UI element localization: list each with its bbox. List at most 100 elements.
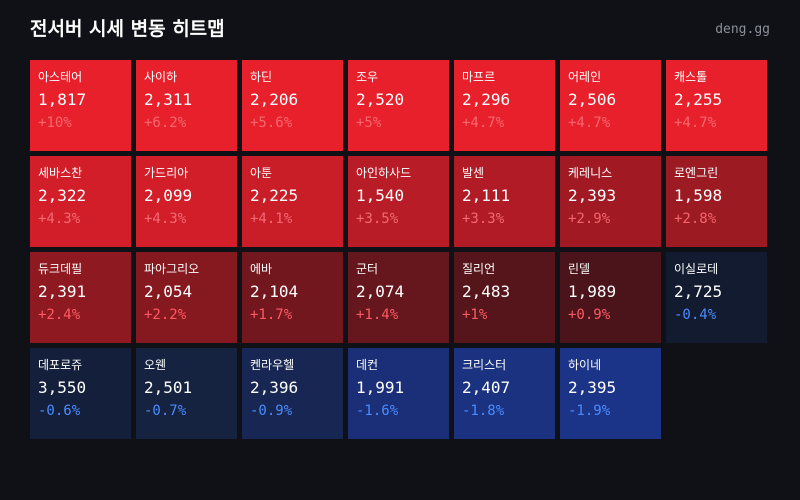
change: +6.2%	[144, 115, 187, 131]
change: -1.6%	[356, 403, 399, 419]
price: 2,311	[144, 90, 193, 109]
server-name: 하딘	[250, 70, 273, 84]
change: -0.7%	[144, 403, 187, 419]
change: +1%	[462, 307, 488, 323]
change: +2.2%	[144, 307, 187, 323]
price: 1,817	[38, 90, 87, 109]
price: 2,054	[144, 282, 193, 301]
server-name: 로엔그린	[674, 166, 719, 180]
change: +10%	[38, 115, 72, 131]
server-name: 켄라우헬	[250, 358, 295, 372]
server-name: 아툰	[250, 166, 273, 180]
price: 2,322	[38, 186, 87, 205]
change: +3.3%	[462, 211, 505, 227]
server-name: 케레니스	[568, 166, 613, 180]
price: 2,104	[250, 282, 299, 301]
server-name: 조우	[356, 70, 379, 84]
server-name: 데포로쥬	[38, 358, 83, 372]
tile: 오웬 2,501 -0.7%	[136, 348, 237, 439]
server-name: 캐스톨	[674, 70, 708, 84]
price: 2,501	[144, 378, 193, 397]
price: 1,540	[356, 186, 405, 205]
change: -1.9%	[568, 403, 611, 419]
price: 2,520	[356, 90, 405, 109]
tile: 가드리아 2,099 +4.3%	[136, 156, 237, 247]
tile: 하이네 2,395 -1.9%	[560, 348, 661, 439]
server-name: 군터	[356, 262, 379, 276]
change: +2.4%	[38, 307, 81, 323]
change: +4.3%	[38, 211, 81, 227]
tile: 에바 2,104 +1.7%	[242, 252, 343, 343]
server-name: 발센	[462, 166, 485, 180]
server-name: 아스테어	[38, 70, 83, 84]
change: +4.1%	[250, 211, 293, 227]
tile: 세바스찬 2,322 +4.3%	[30, 156, 131, 247]
price: 2,407	[462, 378, 511, 397]
tile: 데컨 1,991 -1.6%	[348, 348, 449, 439]
change: -0.9%	[250, 403, 293, 419]
price: 2,074	[356, 282, 405, 301]
heatmap: 아스테어 1,817 +10% 사이하 2,311 +6.2% 하딘 2,206 +5.6% 조우…	[30, 60, 767, 439]
site-label: deng.gg	[715, 22, 770, 37]
change: +2.8%	[674, 211, 717, 227]
server-name: 가드리아	[144, 166, 189, 180]
tile: 하딘 2,206 +5.6%	[242, 60, 343, 151]
server-name: 사이하	[144, 70, 178, 84]
change: +1.4%	[356, 307, 399, 323]
price: 2,506	[568, 90, 617, 109]
change: -0.6%	[38, 403, 81, 419]
tile: 린델 1,989 +0.9%	[560, 252, 661, 343]
price: 1,598	[674, 186, 723, 205]
server-name: 파아그리오	[144, 262, 200, 276]
price: 2,111	[462, 186, 511, 205]
tile: 아스테어 1,817 +10%	[30, 60, 131, 151]
tile: 질리언 2,483 +1%	[454, 252, 555, 343]
server-name: 하이네	[568, 358, 602, 372]
tile: 케레니스 2,393 +2.9%	[560, 156, 661, 247]
price: 2,725	[674, 282, 723, 301]
tile: 아툰 2,225 +4.1%	[242, 156, 343, 247]
server-name: 질리언	[462, 262, 496, 276]
server-name: 어레인	[568, 70, 602, 84]
tile: 데포로쥬 3,550 -0.6%	[30, 348, 131, 439]
price: 2,255	[674, 90, 723, 109]
server-name: 데컨	[356, 358, 379, 372]
price: 2,099	[144, 186, 193, 205]
server-name: 세바스찬	[38, 166, 83, 180]
server-name: 듀크데필	[38, 262, 83, 276]
tile: 발센 2,111 +3.3%	[454, 156, 555, 247]
price: 2,393	[568, 186, 617, 205]
change: +4.3%	[144, 211, 187, 227]
price: 3,550	[38, 378, 87, 397]
tile: 마프르 2,296 +4.7%	[454, 60, 555, 151]
change: +4.7%	[462, 115, 505, 131]
tile: 군터 2,074 +1.4%	[348, 252, 449, 343]
price: 2,483	[462, 282, 511, 301]
price: 1,989	[568, 282, 617, 301]
title: 전서버 시세 변동 히트맵	[30, 18, 225, 40]
tile: 조우 2,520 +5%	[348, 60, 449, 151]
change: +4.7%	[568, 115, 611, 131]
price: 2,396	[250, 378, 299, 397]
tile: 캐스톨 2,255 +4.7%	[666, 60, 767, 151]
price: 2,391	[38, 282, 87, 301]
change: +5.6%	[250, 115, 293, 131]
price: 2,296	[462, 90, 511, 109]
change: +0.9%	[568, 307, 611, 323]
tile: 어레인 2,506 +4.7%	[560, 60, 661, 151]
change: +3.5%	[356, 211, 399, 227]
tile: 로엔그린 1,598 +2.8%	[666, 156, 767, 247]
change: +4.7%	[674, 115, 717, 131]
change: +2.9%	[568, 211, 611, 227]
tile: 듀크데필 2,391 +2.4%	[30, 252, 131, 343]
price: 2,395	[568, 378, 617, 397]
server-name: 오웬	[144, 358, 167, 372]
server-name: 크리스터	[462, 358, 507, 372]
tile: 아인하사드 1,540 +3.5%	[348, 156, 449, 247]
change: -1.8%	[462, 403, 505, 419]
price: 1,991	[356, 378, 405, 397]
tile: 크리스터 2,407 -1.8%	[454, 348, 555, 439]
server-name: 아인하사드	[356, 166, 412, 180]
server-name: 에바	[250, 262, 273, 276]
